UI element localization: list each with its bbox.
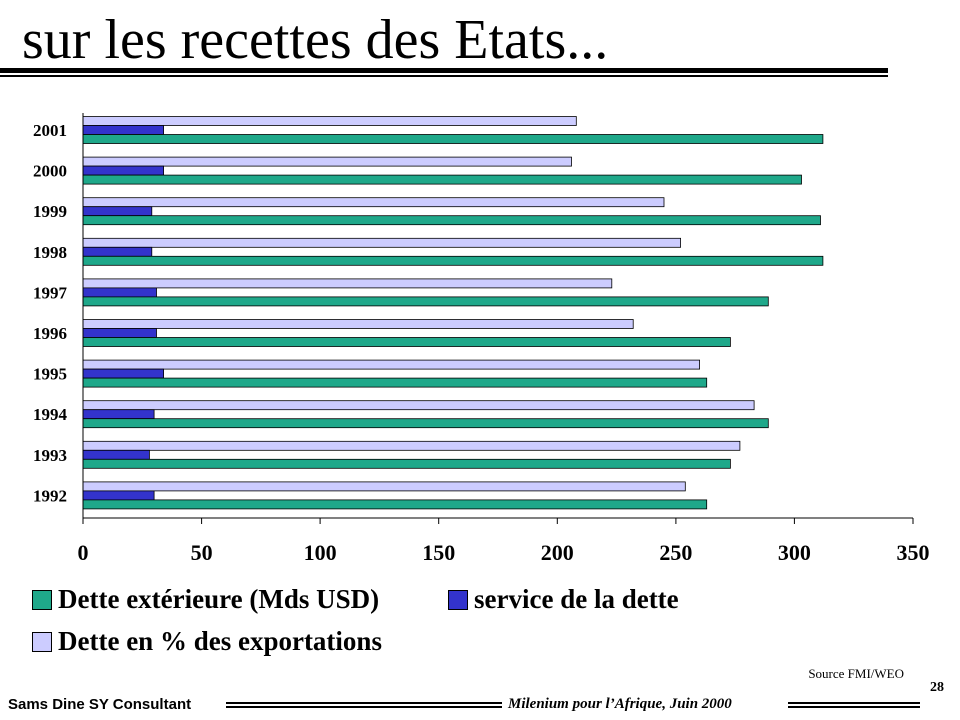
legend-item-dette-exterieure: Dette extérieure (Mds USD) [32, 584, 379, 615]
bar-1997-dette-exterieure-mds-usd [82, 296, 769, 307]
legend-swatch-service-dette [448, 589, 468, 610]
bar-1992-dette-exterieure-mds-usd [82, 499, 708, 510]
bar-1995-service-de-la-dette [82, 368, 164, 379]
bar-1997-dette-en-des-exportations [82, 278, 613, 289]
x-tick-label-0: 0 [78, 540, 89, 565]
y-tick-label-1996: 1996 [33, 324, 67, 343]
footer-rule-left [226, 702, 502, 708]
x-tick-label-50: 50 [191, 540, 213, 565]
legend-swatch-dette-exportations [32, 631, 52, 652]
legend-label-dette-exportations: Dette en % des exportations [58, 626, 382, 656]
bar-1995-dette-exterieure-mds-usd [82, 377, 708, 388]
x-tick-label-150: 150 [422, 540, 455, 565]
bar-1994-service-de-la-dette [82, 409, 155, 420]
legend-item-dette-exportations: Dette en % des exportations [32, 626, 382, 657]
bar-2001-service-de-la-dette [82, 125, 164, 135]
bar-1999-service-de-la-dette [82, 206, 153, 217]
footer-event: Milenium pour l’Afrique, Juin 2000 [508, 696, 732, 712]
bar-1994-dette-en-des-exportations [82, 400, 755, 411]
y-tick-label-1993: 1993 [33, 446, 67, 465]
bar-chart: 0 50 100 150 200 250 300 350 2001 2000 1999 1998 19… [33, 113, 930, 565]
bar-2000-dette-en-des-exportations [82, 156, 572, 167]
bar-1993-dette-en-des-exportations [82, 440, 741, 451]
bar-1992-service-de-la-dette [82, 490, 155, 501]
y-tick-label-2000: 2000 [33, 162, 67, 181]
bar-1997-service-de-la-dette [82, 287, 157, 298]
bar-1998-dette-en-des-exportations [82, 237, 681, 248]
bar-1999-dette-en-des-exportations [82, 197, 665, 208]
legend-swatch-dette-exterieure [32, 589, 52, 610]
title-rule-thin [0, 75, 888, 77]
bar-1995-dette-en-des-exportations [82, 359, 700, 370]
year-labels-layer: 2001 2000 1999 1998 1997 1996 1995 1994 1993 1992 [33, 121, 68, 505]
y-tick-label-1997: 1997 [33, 283, 68, 302]
legend-label-service-dette: service de la dette [474, 584, 679, 614]
ticks-layer: 0 50 100 150 200 250 300 350 [78, 518, 930, 565]
bar-1996-service-de-la-dette [82, 328, 157, 338]
x-tick-label-250: 250 [659, 540, 692, 565]
x-tick-label-300: 300 [778, 540, 811, 565]
x-tick-label-200: 200 [541, 540, 574, 565]
bar-1998-service-de-la-dette [82, 246, 153, 257]
source-note: Source FMI/WEO [808, 666, 904, 681]
x-tick-label-100: 100 [304, 540, 337, 565]
legend-label-dette-exterieure: Dette extérieure (Mds USD) [58, 584, 380, 614]
title-rule-thick [0, 68, 888, 73]
bar-2000-service-de-la-dette [82, 165, 164, 176]
y-tick-label-1992: 1992 [33, 486, 67, 505]
bar-1998-dette-exterieure-mds-usd [82, 255, 824, 266]
y-tick-label-1999: 1999 [33, 202, 67, 221]
x-tick-label-350: 350 [897, 540, 930, 565]
page-number: 28 [930, 680, 944, 695]
bar-2000-dette-exterieure-mds-usd [82, 174, 802, 185]
bar-1993-dette-exterieure-mds-usd [82, 458, 731, 469]
slide-title: sur les recettes des Etats... [22, 9, 609, 71]
footer-author: Sams Dine SY Consultant [8, 696, 192, 713]
y-tick-label-1998: 1998 [33, 243, 67, 262]
y-tick-label-1994: 1994 [33, 405, 68, 424]
bar-1992-dette-en-des-exportations [82, 481, 686, 492]
bar-1996-dette-exterieure-mds-usd [82, 337, 731, 347]
y-tick-label-1995: 1995 [33, 365, 67, 384]
bar-1993-service-de-la-dette [82, 449, 150, 460]
bar-1999-dette-exterieure-mds-usd [82, 215, 821, 226]
bars-layer [82, 116, 824, 510]
bar-2001-dette-exterieure-mds-usd [82, 134, 824, 144]
bar-1994-dette-exterieure-mds-usd [82, 418, 769, 429]
footer: Sams Dine SY Consultant Milenium pour l’… [0, 694, 960, 718]
legend-item-service-dette: service de la dette [448, 584, 679, 615]
y-tick-label-2001: 2001 [33, 121, 67, 140]
bar-2001-dette-en-des-exportations [82, 116, 577, 126]
bar-1996-dette-en-des-exportations [82, 319, 634, 329]
footer-rule-right [788, 702, 920, 708]
